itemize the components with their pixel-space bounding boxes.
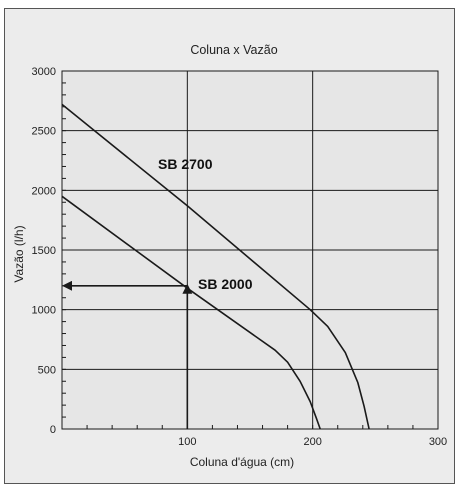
tick-labels: 0 500 1000 1500 2000 2500 3000 100 200 300 [32, 66, 448, 448]
x-tick-label: 200 [303, 436, 321, 448]
y-tick-label: 500 [38, 364, 56, 376]
y-tick-label: 1000 [32, 305, 56, 317]
series-label-sb-2700: SB 2700 [158, 156, 213, 172]
chart-svg: Coluna x Vazão 0 500 1000 1500 2000 2500 3000 1… [12, 43, 448, 469]
annotation-arrows [62, 280, 193, 429]
y-tick-label: 3000 [32, 66, 56, 78]
y-tick-label: 0 [50, 424, 56, 436]
y-tick-label: 1500 [32, 245, 56, 257]
chart-title: Coluna x Vazão [190, 43, 277, 57]
y-tick-label: 2000 [32, 185, 56, 197]
series-line-sb-2700 [61, 103, 370, 430]
x-tick-label: 100 [178, 436, 196, 448]
x-axis-title: Coluna d'água (cm) [190, 455, 294, 469]
x-tick-label: 300 [429, 436, 447, 448]
series-line-sb-2000 [61, 195, 321, 430]
chart-frame: Coluna x Vazão 0 500 1000 1500 2000 2500 3000 1… [4, 8, 455, 484]
y-axis-title: Vazão (l/h) [12, 225, 26, 282]
y-tick-label: 2500 [32, 126, 56, 138]
series-lines [61, 103, 370, 430]
series-label-sb-2000: SB 2000 [198, 276, 253, 292]
